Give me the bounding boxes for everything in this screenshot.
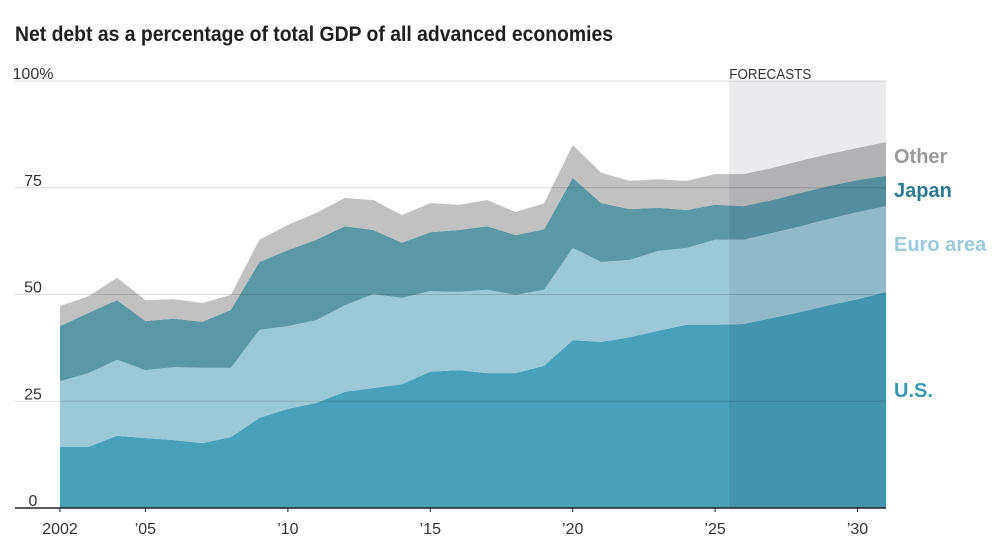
series-areas	[60, 142, 886, 508]
area-japan	[60, 175, 886, 382]
series-label-euro-area: Euro area	[894, 234, 987, 256]
series-label-other: Other	[894, 146, 948, 168]
x-tick-label: ’25	[704, 521, 725, 538]
x-axis: 2002 ’05 ’10 ’15 ’20 ’25 ’30	[42, 508, 868, 538]
forecast-region	[729, 81, 886, 508]
area-euro-area	[60, 206, 886, 447]
x-tick-label: 2002	[42, 521, 78, 538]
y-tick-label: 50	[24, 280, 42, 297]
y-tick-label: 100%	[13, 66, 54, 83]
y-axis: 0 25 50 75 100%	[13, 66, 54, 510]
x-tick-label: ’30	[847, 521, 868, 538]
gridlines	[15, 80, 886, 402]
series-label-japan: Japan	[894, 180, 952, 202]
x-tick-label: ’20	[562, 521, 583, 538]
x-tick-label: ’15	[420, 521, 441, 538]
forecast-label: FORECASTS	[729, 66, 811, 83]
area-u-s	[60, 291, 886, 508]
area-other	[60, 142, 886, 327]
x-tick-label: ’05	[135, 521, 156, 538]
chart-title: Net debt as a percentage of total GDP of…	[15, 23, 613, 46]
x-tick-label: ’10	[277, 521, 298, 538]
y-tick-label: 25	[24, 386, 42, 403]
y-tick-label: 0	[29, 493, 38, 510]
y-tick-label: 75	[24, 173, 42, 190]
series-label-us: U.S.	[894, 380, 933, 402]
